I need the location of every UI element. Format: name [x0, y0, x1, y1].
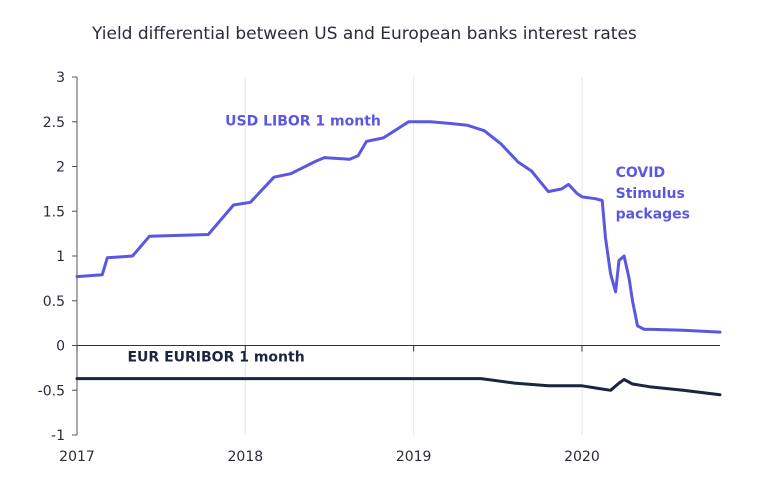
labels-group: USD LIBOR 1 month EUR EURIBOR 1 month COVI… [127, 113, 690, 365]
x-tick-label: 2018 [228, 449, 264, 465]
x-tick-label: 2019 [396, 449, 432, 465]
y-axis-ticks: 3 2.5 2 1.5 1 0.5 0 -0.5 -1 [38, 70, 77, 444]
y-tick-label: -1 [51, 428, 65, 444]
y-tick-label: 0 [56, 339, 65, 355]
y-tick-label: 2.5 [43, 115, 65, 131]
series-group [75, 120, 722, 397]
x-tick-label: 2017 [59, 449, 95, 465]
y-tick-label: 1 [56, 249, 65, 265]
series-line-0 [75, 120, 722, 334]
series-line-1 [75, 377, 722, 397]
y-tick-label: 0.5 [43, 294, 65, 310]
annotation-1: Stimulus [616, 186, 685, 202]
x-tick-label: 2020 [564, 449, 600, 465]
y-tick-label: 2 [56, 160, 65, 176]
annotation-2: packages [616, 206, 690, 222]
y-tick-label: -0.5 [38, 383, 65, 399]
y-tick-label: 1.5 [43, 204, 65, 220]
annotation-0: COVID [616, 165, 665, 181]
grid [244, 77, 583, 435]
x-axis-ticks: 2017 2018 2019 2020 [59, 345, 600, 465]
series-label-0: USD LIBOR 1 month [225, 113, 381, 129]
series-label-1: EUR EURIBOR 1 month [127, 350, 304, 366]
y-tick-label: 3 [56, 70, 65, 86]
chart-title: Yield differential between US and Europe… [91, 24, 637, 44]
